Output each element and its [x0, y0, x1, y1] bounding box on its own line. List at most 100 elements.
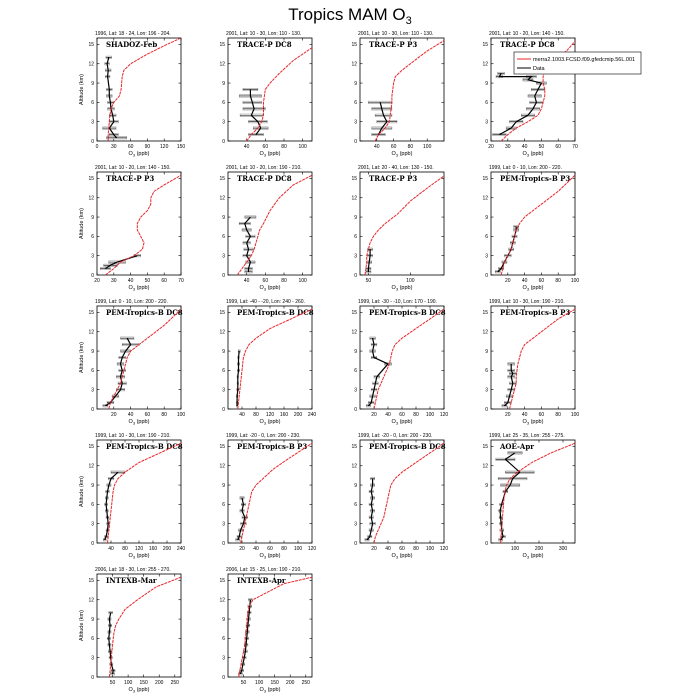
x-tick-label: 160	[149, 546, 158, 552]
x-tick-label: 40	[244, 278, 250, 284]
y-tick-label: 3	[354, 119, 357, 125]
model-profile-line	[105, 174, 181, 275]
x-tick-label: 60	[399, 546, 405, 552]
panel-caption: 1999, Lat: 10 - 30, Lon: 190 - 210.	[95, 433, 171, 439]
y-tick-label: 0	[222, 407, 225, 413]
campaign-label: PEM-Tropics-B DC8	[369, 308, 446, 317]
legend-model-label: merra2.1003.FCSD.f09.gfedcmip.56L.001	[533, 57, 635, 63]
obs-profile-line	[239, 599, 251, 675]
data-layer	[103, 442, 181, 543]
campaign-label: INTEXB-Apr	[237, 576, 286, 585]
y-tick-label: 9	[91, 349, 94, 355]
x-tick-label: 90	[145, 144, 151, 150]
y-tick-label: 0	[485, 541, 488, 547]
y-tick-label: 9	[222, 483, 225, 489]
panel-caption: 1999, Lat: 10 - 30, Lon: 190 - 210.	[489, 299, 565, 305]
y-tick-label: 0	[91, 675, 94, 681]
y-axis-label: Altitude (km)	[79, 610, 85, 641]
y-tick-label: 15	[351, 176, 357, 182]
panel-6: 2001, Lat: 10 - 20, Lon: 190 - 210. 0 3 6 9 1…	[219, 165, 313, 292]
x-tick-label: 100	[426, 546, 435, 552]
x-tick-label: 100	[255, 680, 264, 686]
y-tick-label: 3	[91, 253, 94, 259]
x-tick-label: 80	[281, 278, 287, 284]
y-tick-label: 9	[91, 215, 94, 221]
model-profile-line	[240, 442, 312, 543]
panel-frame	[96, 37, 182, 142]
x-tick-label: 100	[406, 278, 415, 284]
y-tick-label: 9	[222, 617, 225, 623]
x-tick-label: 80	[161, 412, 167, 418]
x-tick-label: 200	[286, 680, 295, 686]
y-tick-label: 12	[351, 196, 357, 202]
y-tick-label: 3	[91, 655, 94, 661]
panel-8: 1999, Lat: 0 - 10, Lon: 200 - 220. 0 3 6 9 12…	[482, 165, 579, 292]
y-tick-label: 15	[88, 176, 94, 182]
data-layer	[501, 308, 575, 409]
panel-grid: 1996, Lat: 18 - 24, Lon: 196 - 204.03691…	[79, 31, 642, 694]
x-tick-label: 60	[539, 412, 545, 418]
x-tick-label: 40	[522, 412, 528, 418]
y-tick-label: 6	[222, 100, 225, 106]
x-tick-label: 30	[111, 144, 117, 150]
y-tick-label: 0	[485, 407, 488, 413]
campaign-label: TRACE-P DC8	[500, 40, 555, 49]
x-tick-label: 40	[522, 144, 528, 150]
y-tick-label: 6	[354, 368, 357, 374]
panel-14: 1999, Lat: -20 - 0, Lon: 200 - 230. 0 3 6 9 1…	[219, 433, 316, 560]
y-tick-label: 3	[222, 521, 225, 527]
y-tick-label: 12	[88, 330, 94, 336]
y-tick-label: 6	[485, 100, 488, 106]
x-tick-label: 200	[535, 546, 544, 552]
obs-profile-line	[503, 363, 514, 407]
obs-profile-line	[366, 478, 374, 541]
y-tick-label: 6	[222, 502, 225, 508]
legend: merra2.1003.FCSD.f09.gfedcmip.56L.001 Dat…	[513, 51, 642, 75]
obs-profile-line	[377, 102, 388, 135]
y-tick-label: 9	[222, 349, 225, 355]
panel-frame	[227, 439, 313, 544]
panel-caption: 1999, Lat: -20 - 0, Lon: 200 - 230.	[226, 433, 301, 439]
y-tick-label: 15	[219, 444, 225, 450]
x-tick-label: 100	[298, 144, 307, 150]
data-layer	[102, 38, 181, 141]
panel-caption: 1999, Lat: -40 - -20, Lon: 240 - 260.	[226, 299, 305, 305]
x-tick-label: 50	[366, 278, 372, 284]
y-tick-label: 3	[485, 521, 488, 527]
y-tick-label: 15	[351, 444, 357, 450]
data-layer	[107, 576, 181, 677]
x-axis-label: O3 (ppb)	[260, 419, 281, 426]
panel-13: 1999, Lat: 10 - 30, Lon: 190 - 210. 0 3 6 9 1…	[79, 433, 185, 560]
model-profile-line	[374, 40, 444, 141]
y-tick-label: 15	[88, 310, 94, 316]
panel-caption: 2001, Lat: 20 - 40, Lon: 130 - 150.	[358, 165, 434, 171]
x-tick-label: 240	[308, 412, 317, 418]
y-tick-label: 9	[354, 483, 357, 489]
campaign-label: TRACE-P P3	[369, 174, 417, 183]
x-tick-label: 100	[511, 546, 520, 552]
x-axis-label: O3 (ppb)	[392, 419, 413, 426]
model-profile-line	[238, 576, 312, 677]
y-tick-label: 6	[91, 368, 94, 374]
y-tick-label: 0	[222, 273, 225, 279]
y-tick-label: 6	[222, 368, 225, 374]
x-tick-label: 200	[155, 680, 164, 686]
x-axis-label: O3 (ppb)	[129, 419, 150, 426]
obs-profile-line	[499, 452, 521, 541]
x-tick-label: 60	[263, 278, 269, 284]
panel-frame	[359, 37, 445, 142]
x-tick-label: 60	[161, 278, 167, 284]
x-tick-label: 40	[385, 546, 391, 552]
panel-caption: 2001, Lat: 10 - 30, Lon: 110 - 130.	[358, 31, 433, 37]
y-tick-label: 6	[485, 368, 488, 374]
data-layer	[100, 174, 181, 275]
x-axis-label: O3 (ppb)	[392, 285, 413, 292]
y-tick-label: 0	[354, 541, 357, 547]
panel-frame	[490, 439, 576, 544]
panel-frame	[359, 171, 445, 276]
y-tick-label: 6	[222, 234, 225, 240]
x-tick-label: 80	[281, 144, 287, 150]
obs-profile-line	[244, 216, 252, 272]
panel-frame	[227, 305, 313, 410]
y-tick-label: 0	[91, 273, 94, 279]
